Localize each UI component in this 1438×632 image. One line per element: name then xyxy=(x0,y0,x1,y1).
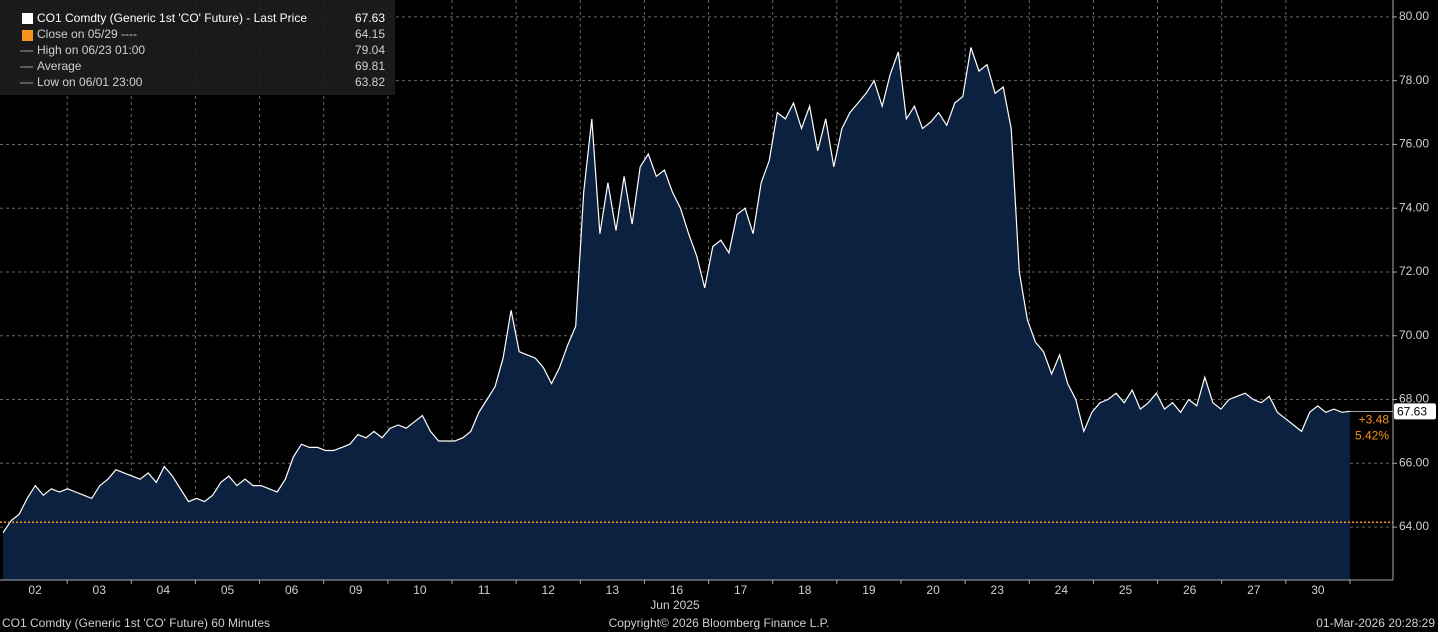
change-pct-label: 5.42% xyxy=(1355,428,1389,442)
x-tick-label: 20 xyxy=(926,583,940,597)
legend-panel xyxy=(0,0,395,95)
y-tick-label: 72.00 xyxy=(1399,264,1429,278)
price-line xyxy=(2,47,1351,534)
footer-right: 01-Mar-2026 20:28:29 xyxy=(1316,616,1435,630)
legend-value: 63.82 xyxy=(355,75,385,89)
x-tick-label: 27 xyxy=(1247,583,1261,597)
x-tick-label: 24 xyxy=(1055,583,1069,597)
axes: 64.00 66.00 68.00 70.00 72.00 74.00 76.00 78.00… xyxy=(28,9,1436,597)
x-tick-label: 17 xyxy=(734,583,748,597)
x-axis-label: Jun 2025 xyxy=(650,598,700,612)
footer-left: CO1 Comdty (Generic 1st 'CO' Future) 60 … xyxy=(2,616,270,630)
legend-value: 64.15 xyxy=(355,27,385,41)
x-tick-label: 04 xyxy=(157,583,171,597)
x-tick-label: 09 xyxy=(349,583,363,597)
last-price-label: 67.63 xyxy=(1397,404,1427,418)
y-tick-label: 76.00 xyxy=(1399,137,1429,151)
legend-swatch xyxy=(22,13,33,24)
legend-label: Average xyxy=(37,59,82,73)
x-tick-label: 03 xyxy=(93,583,107,597)
x-tick-label: 13 xyxy=(606,583,620,597)
y-tick-label: 68.00 xyxy=(1399,392,1429,406)
legend-value: 69.81 xyxy=(355,59,385,73)
x-tick-label: 30 xyxy=(1311,583,1325,597)
legend-last-price: 67.63 xyxy=(355,11,385,25)
legend-label: Close on 05/29 ---- xyxy=(37,27,137,41)
x-tick-label: 16 xyxy=(670,583,684,597)
y-tick-label: 74.00 xyxy=(1399,200,1429,214)
legend: CO1 Comdty (Generic 1st 'CO' Future) - L… xyxy=(20,11,385,89)
last-price-box xyxy=(1394,403,1436,420)
y-tick-label: 78.00 xyxy=(1399,73,1429,87)
x-tick-label: 25 xyxy=(1119,583,1133,597)
legend-title: CO1 Comdty (Generic 1st 'CO' Future) - L… xyxy=(37,11,307,25)
x-tick-label: 18 xyxy=(798,583,812,597)
y-tick-label: 80.00 xyxy=(1399,9,1429,23)
y-tick-label: 64.00 xyxy=(1399,519,1429,533)
plot xyxy=(0,47,1393,580)
x-tick-label: 10 xyxy=(413,583,427,597)
legend-label: Low on 06/01 23:00 xyxy=(37,75,143,89)
footer-center: Copyright© 2026 Bloomberg Finance L.P. xyxy=(609,616,830,630)
legend-value: 79.04 xyxy=(355,43,385,57)
x-tick-label: 06 xyxy=(285,583,299,597)
x-tick-label: 26 xyxy=(1183,583,1197,597)
x-tick-label: 12 xyxy=(542,583,556,597)
x-tick-label: 05 xyxy=(221,583,235,597)
legend-swatch xyxy=(22,30,33,41)
x-tick-label: 11 xyxy=(478,583,491,597)
x-tick-label: 23 xyxy=(991,583,1005,597)
area-fill xyxy=(3,47,1350,580)
x-tick-label: 19 xyxy=(862,583,876,597)
legend-label: High on 06/23 01:00 xyxy=(37,43,145,57)
y-tick-label: 66.00 xyxy=(1399,455,1429,469)
x-tick-label: 02 xyxy=(28,583,42,597)
y-tick-label: 70.00 xyxy=(1399,328,1429,342)
change-label: +3.48 xyxy=(1359,412,1390,426)
